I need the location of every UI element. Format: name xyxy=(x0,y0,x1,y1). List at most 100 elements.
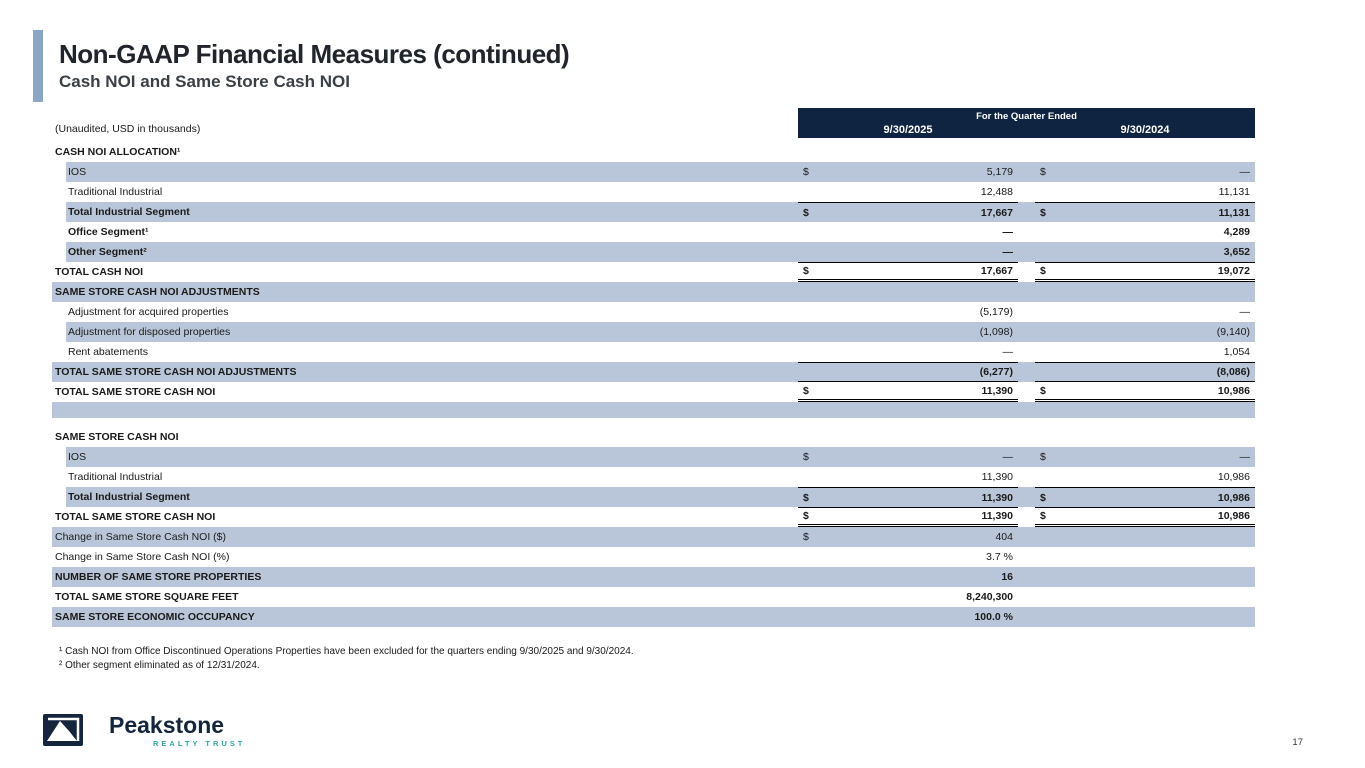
row-label: TOTAL SAME STORE SQUARE FEET xyxy=(55,591,239,603)
cell-value: 10,986 xyxy=(1217,491,1250,504)
value-cell-2025 xyxy=(798,427,1018,447)
table-row: IOS $ — $ — xyxy=(52,447,1255,467)
value-cell-2024: $10,986 xyxy=(1035,507,1255,527)
table-row: TOTAL SAME STORE SQUARE FEET 8,240,300 xyxy=(52,587,1255,607)
table-row: TOTAL SAME STORE CASH NOI ADJUSTMENTS (6,… xyxy=(52,362,1255,382)
value-cell-2025: 8,240,300 xyxy=(798,587,1018,607)
title-accent-bar xyxy=(33,30,43,102)
peakstone-logo-icon xyxy=(43,714,83,746)
dollar-sign: $ xyxy=(1040,166,1046,178)
dollar-sign: $ xyxy=(803,166,809,178)
dollar-sign: $ xyxy=(1040,206,1046,219)
value-cell-2025: 16 xyxy=(798,567,1018,587)
dollar-sign: $ xyxy=(803,531,809,543)
column-gap xyxy=(1018,182,1035,202)
column-gap xyxy=(1018,322,1035,342)
row-label: TOTAL CASH NOI xyxy=(55,266,144,278)
row-label: Traditional Industrial xyxy=(68,186,163,198)
cell-value: 11,131 xyxy=(1218,206,1250,219)
table-header: (Unaudited, USD in thousands) For the Qu… xyxy=(52,108,1255,138)
row-label: Change in Same Store Cash NOI (%) xyxy=(55,551,230,563)
dollar-sign: $ xyxy=(1040,384,1046,397)
dollar-sign: $ xyxy=(803,510,809,522)
column-gap xyxy=(1018,418,1035,427)
value-cell-2025: $11,390 xyxy=(798,382,1018,402)
dollar-sign: $ xyxy=(803,384,809,397)
value-cell-2025: $404 xyxy=(798,527,1018,547)
value-cell-2024 xyxy=(1035,418,1255,427)
row-label: SAME STORE CASH NOI xyxy=(55,431,179,443)
row-label: Total Industrial Segment xyxy=(68,206,190,218)
table-row: Adjustment for disposed properties (1,098… xyxy=(52,322,1255,342)
dollar-sign: $ xyxy=(1040,265,1046,277)
cell-value: 11,390 xyxy=(981,384,1013,397)
column-gap xyxy=(1018,282,1035,302)
cell-value: — xyxy=(1239,166,1251,178)
value-cell-2025: — xyxy=(798,242,1018,262)
value-cell-2024: — xyxy=(1035,302,1255,322)
table-rows: CASH NOI ALLOCATION¹ IOS $5,179 $ — Tradition… xyxy=(52,142,1255,627)
cell-value: 11,131 xyxy=(1218,186,1250,198)
value-cell-2024: $10,986 xyxy=(1035,487,1255,507)
cell-value: 11,390 xyxy=(981,471,1013,483)
cell-value: 4,289 xyxy=(1223,226,1250,238)
cell-value: (6,277) xyxy=(979,366,1013,378)
table-row: Adjustment for acquired properties (5,179… xyxy=(52,302,1255,322)
column-gap xyxy=(1018,302,1035,322)
value-cell-2025: 11,390 xyxy=(798,467,1018,487)
value-cell-2024 xyxy=(1035,587,1255,607)
table-row: Office Segment¹ — 4,289 xyxy=(52,222,1255,242)
dollar-sign: $ xyxy=(803,265,809,277)
value-cell-2024 xyxy=(1035,427,1255,447)
brand-text-group: Peakstone REALTY TRUST xyxy=(109,712,245,749)
cell-value: 10,986 xyxy=(1217,471,1250,483)
value-cell-2025: (6,277) xyxy=(798,362,1018,382)
value-cell-2025 xyxy=(798,402,1018,418)
quarter-header-band: For the Quarter Ended 9/30/2025 9/30/202… xyxy=(798,108,1255,138)
value-cell-2024 xyxy=(1035,282,1255,302)
cell-value: (8,086) xyxy=(1216,366,1250,378)
cell-value: 10,986 xyxy=(1217,510,1250,522)
value-cell-2024 xyxy=(1035,527,1255,547)
table-row: IOS $5,179 $ — xyxy=(52,162,1255,182)
cell-value: 8,240,300 xyxy=(966,591,1013,603)
dollar-sign: $ xyxy=(803,491,809,504)
table-row: SAME STORE CASH NOI ADJUSTMENTS xyxy=(52,282,1255,302)
value-cell-2024: $19,072 xyxy=(1035,262,1255,282)
value-cell-2024: 4,289 xyxy=(1035,222,1255,242)
value-cell-2025: $17,667 xyxy=(798,202,1018,222)
cell-value: (1,098) xyxy=(979,326,1013,338)
table-row xyxy=(52,402,1255,418)
row-label: CASH NOI ALLOCATION¹ xyxy=(55,146,181,158)
column-header-2025: 9/30/2025 xyxy=(883,124,933,136)
cell-value: — xyxy=(1002,451,1014,463)
table-row: Traditional Industrial 12,488 11,131 xyxy=(52,182,1255,202)
value-cell-2024: (9,140) xyxy=(1035,322,1255,342)
value-cell-2024: 10,986 xyxy=(1035,467,1255,487)
footer-brand: Peakstone REALTY TRUST xyxy=(43,714,245,748)
value-cell-2024 xyxy=(1035,567,1255,587)
table-row: SAME STORE ECONOMIC OCCUPANCY 100.0 % xyxy=(52,607,1255,627)
page-number: 17 xyxy=(1292,737,1303,748)
value-cell-2025 xyxy=(798,282,1018,302)
cell-value: — xyxy=(1239,306,1251,318)
value-cell-2024: 11,131 xyxy=(1035,182,1255,202)
column-gap xyxy=(1018,382,1035,402)
cell-value: 12,488 xyxy=(980,186,1013,198)
column-gap xyxy=(1018,402,1035,418)
cell-value: 1,054 xyxy=(1223,346,1250,358)
row-label: Rent abatements xyxy=(68,346,148,358)
column-gap xyxy=(1018,222,1035,242)
column-gap xyxy=(1018,527,1035,547)
brand-word-peak: Peak xyxy=(109,712,163,738)
column-gap xyxy=(1018,362,1035,382)
financial-table: (Unaudited, USD in thousands) For the Qu… xyxy=(52,108,1255,627)
value-cell-2025: $5,179 xyxy=(798,162,1018,182)
value-cell-2024: 1,054 xyxy=(1035,342,1255,362)
column-gap xyxy=(1018,242,1035,262)
row-label: Adjustment for acquired properties xyxy=(68,306,229,318)
value-cell-2024: $10,986 xyxy=(1035,382,1255,402)
value-cell-2025: $11,390 xyxy=(798,487,1018,507)
cell-value: — xyxy=(1239,451,1251,463)
